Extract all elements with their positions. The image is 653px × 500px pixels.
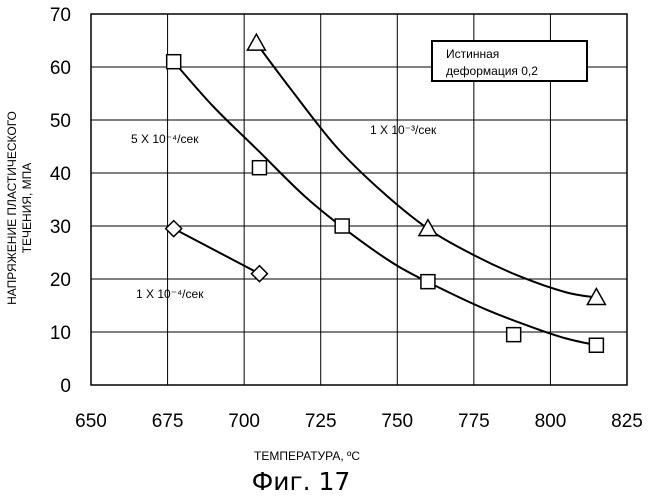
data-point-triangle: [247, 34, 265, 50]
x-tick-label: 750: [381, 411, 413, 432]
series-label-5e-4: 5 X 10⁻⁴/сек: [131, 132, 199, 146]
y-tick-label: 10: [50, 323, 71, 344]
data-point-square: [335, 219, 349, 233]
x-tick-label: 675: [152, 411, 184, 432]
data-point-diamond: [166, 221, 182, 237]
data-point-square: [421, 275, 435, 289]
data-point-square: [167, 55, 181, 69]
y-ticks: 0 10 20 30 40 50 60 70: [50, 5, 71, 397]
x-tick-label: 775: [458, 411, 490, 432]
y-tick-label: 70: [50, 5, 71, 26]
x-tick-label: 825: [611, 411, 643, 432]
legend-line-2: деформация 0,2: [446, 64, 538, 78]
x-axis-label: ТЕМПЕРАТУРА, ºC: [254, 449, 360, 463]
curves: [174, 43, 597, 345]
y-tick-label: 20: [50, 270, 71, 291]
x-tick-label: 700: [228, 411, 260, 432]
legend-line-1: Истинная: [446, 47, 499, 61]
x-tick-label: 725: [305, 411, 337, 432]
x-tick-label: 650: [75, 411, 107, 432]
series-label-1e-3: 1 X 10⁻³/сек: [370, 123, 437, 137]
data-point-triangle: [419, 220, 437, 236]
y-tick-label: 30: [50, 217, 71, 238]
data-point-square: [507, 328, 521, 342]
series-label-1e-4: 1 X 10⁻⁴/сек: [136, 287, 204, 301]
y-tick-label: 0: [60, 376, 71, 397]
data-point-square: [589, 338, 603, 352]
y-tick-label: 60: [50, 58, 71, 79]
y-axis-label-line-1: НАПРЯЖЕНИЕ ПЛАСТИЧЕСКОГО: [5, 111, 19, 305]
y-tick-label: 50: [50, 111, 71, 132]
x-ticks: 650 675 700 725 750 775 800 825: [75, 411, 643, 432]
y-axis-label-line-2: ТЕЧЕНИЯ, МПА: [20, 163, 34, 254]
series-curve-2: [174, 229, 260, 274]
figure-caption: Фиг. 17: [252, 467, 351, 496]
series-curve-0: [174, 62, 597, 346]
data-point-square: [252, 161, 266, 175]
x-tick-label: 800: [535, 411, 567, 432]
y-tick-label: 40: [50, 164, 71, 185]
